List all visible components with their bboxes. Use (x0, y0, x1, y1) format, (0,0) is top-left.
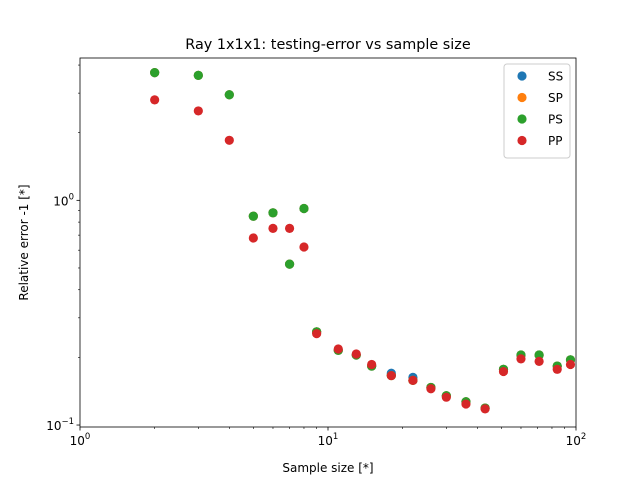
data-point-ps (284, 259, 295, 269)
data-point-pp (193, 106, 203, 116)
data-point-ps (299, 203, 309, 214)
plot-area (150, 68, 576, 414)
data-point-ps (193, 70, 203, 80)
data-point-pp (565, 359, 576, 370)
data-point-ps (268, 208, 278, 218)
legend: SS SP PS PP (503, 63, 571, 159)
data-point-pp (480, 404, 490, 414)
data-point-pp (224, 135, 234, 145)
data-point-pp (498, 366, 509, 377)
x-axis-label: Sample size [*] (282, 461, 373, 475)
legend-marker-ps (517, 114, 527, 124)
data-point-ps (534, 350, 544, 360)
legend-marker-ss (517, 71, 527, 81)
data-point-pp (268, 223, 278, 234)
data-point-pp (408, 375, 418, 385)
data-point-pp (426, 384, 436, 394)
series-pp (150, 95, 576, 414)
y-tick-label: 10−1 (46, 417, 74, 433)
legend-box (503, 63, 571, 159)
data-point-pp (386, 370, 396, 381)
x-tick-label: 100 (70, 432, 91, 448)
data-point-pp (552, 364, 562, 374)
data-point-pp (333, 344, 343, 354)
data-point-pp (299, 242, 309, 252)
legend-label-ps: PS (548, 113, 563, 127)
data-point-pp (534, 356, 544, 366)
data-point-pp (461, 399, 471, 409)
legend-label-pp: PP (548, 134, 562, 148)
data-point-pp (351, 349, 361, 359)
data-point-pp (367, 359, 377, 370)
legend-marker-sp (517, 92, 527, 103)
data-point-pp (284, 223, 295, 234)
legend-label-sp: SP (548, 91, 563, 105)
x-tick-label: 102 (566, 432, 587, 448)
legend-marker-pp (517, 135, 527, 146)
data-point-pp (312, 329, 322, 339)
legend-label-ss: SS (548, 70, 563, 84)
data-point-ps (224, 90, 234, 100)
data-point-ps (248, 211, 258, 221)
chart-title: Ray 1x1x1: testing-error vs sample size (185, 37, 471, 53)
data-point-pp (441, 392, 451, 402)
data-point-ps (150, 68, 160, 78)
data-point-pp (248, 233, 258, 243)
data-point-pp (516, 354, 526, 364)
x-tick-label: 101 (318, 432, 339, 448)
y-axis-label: Relative error -1 [*] (17, 184, 31, 300)
data-point-pp (150, 95, 160, 105)
y-tick-label: 100 (53, 192, 74, 208)
